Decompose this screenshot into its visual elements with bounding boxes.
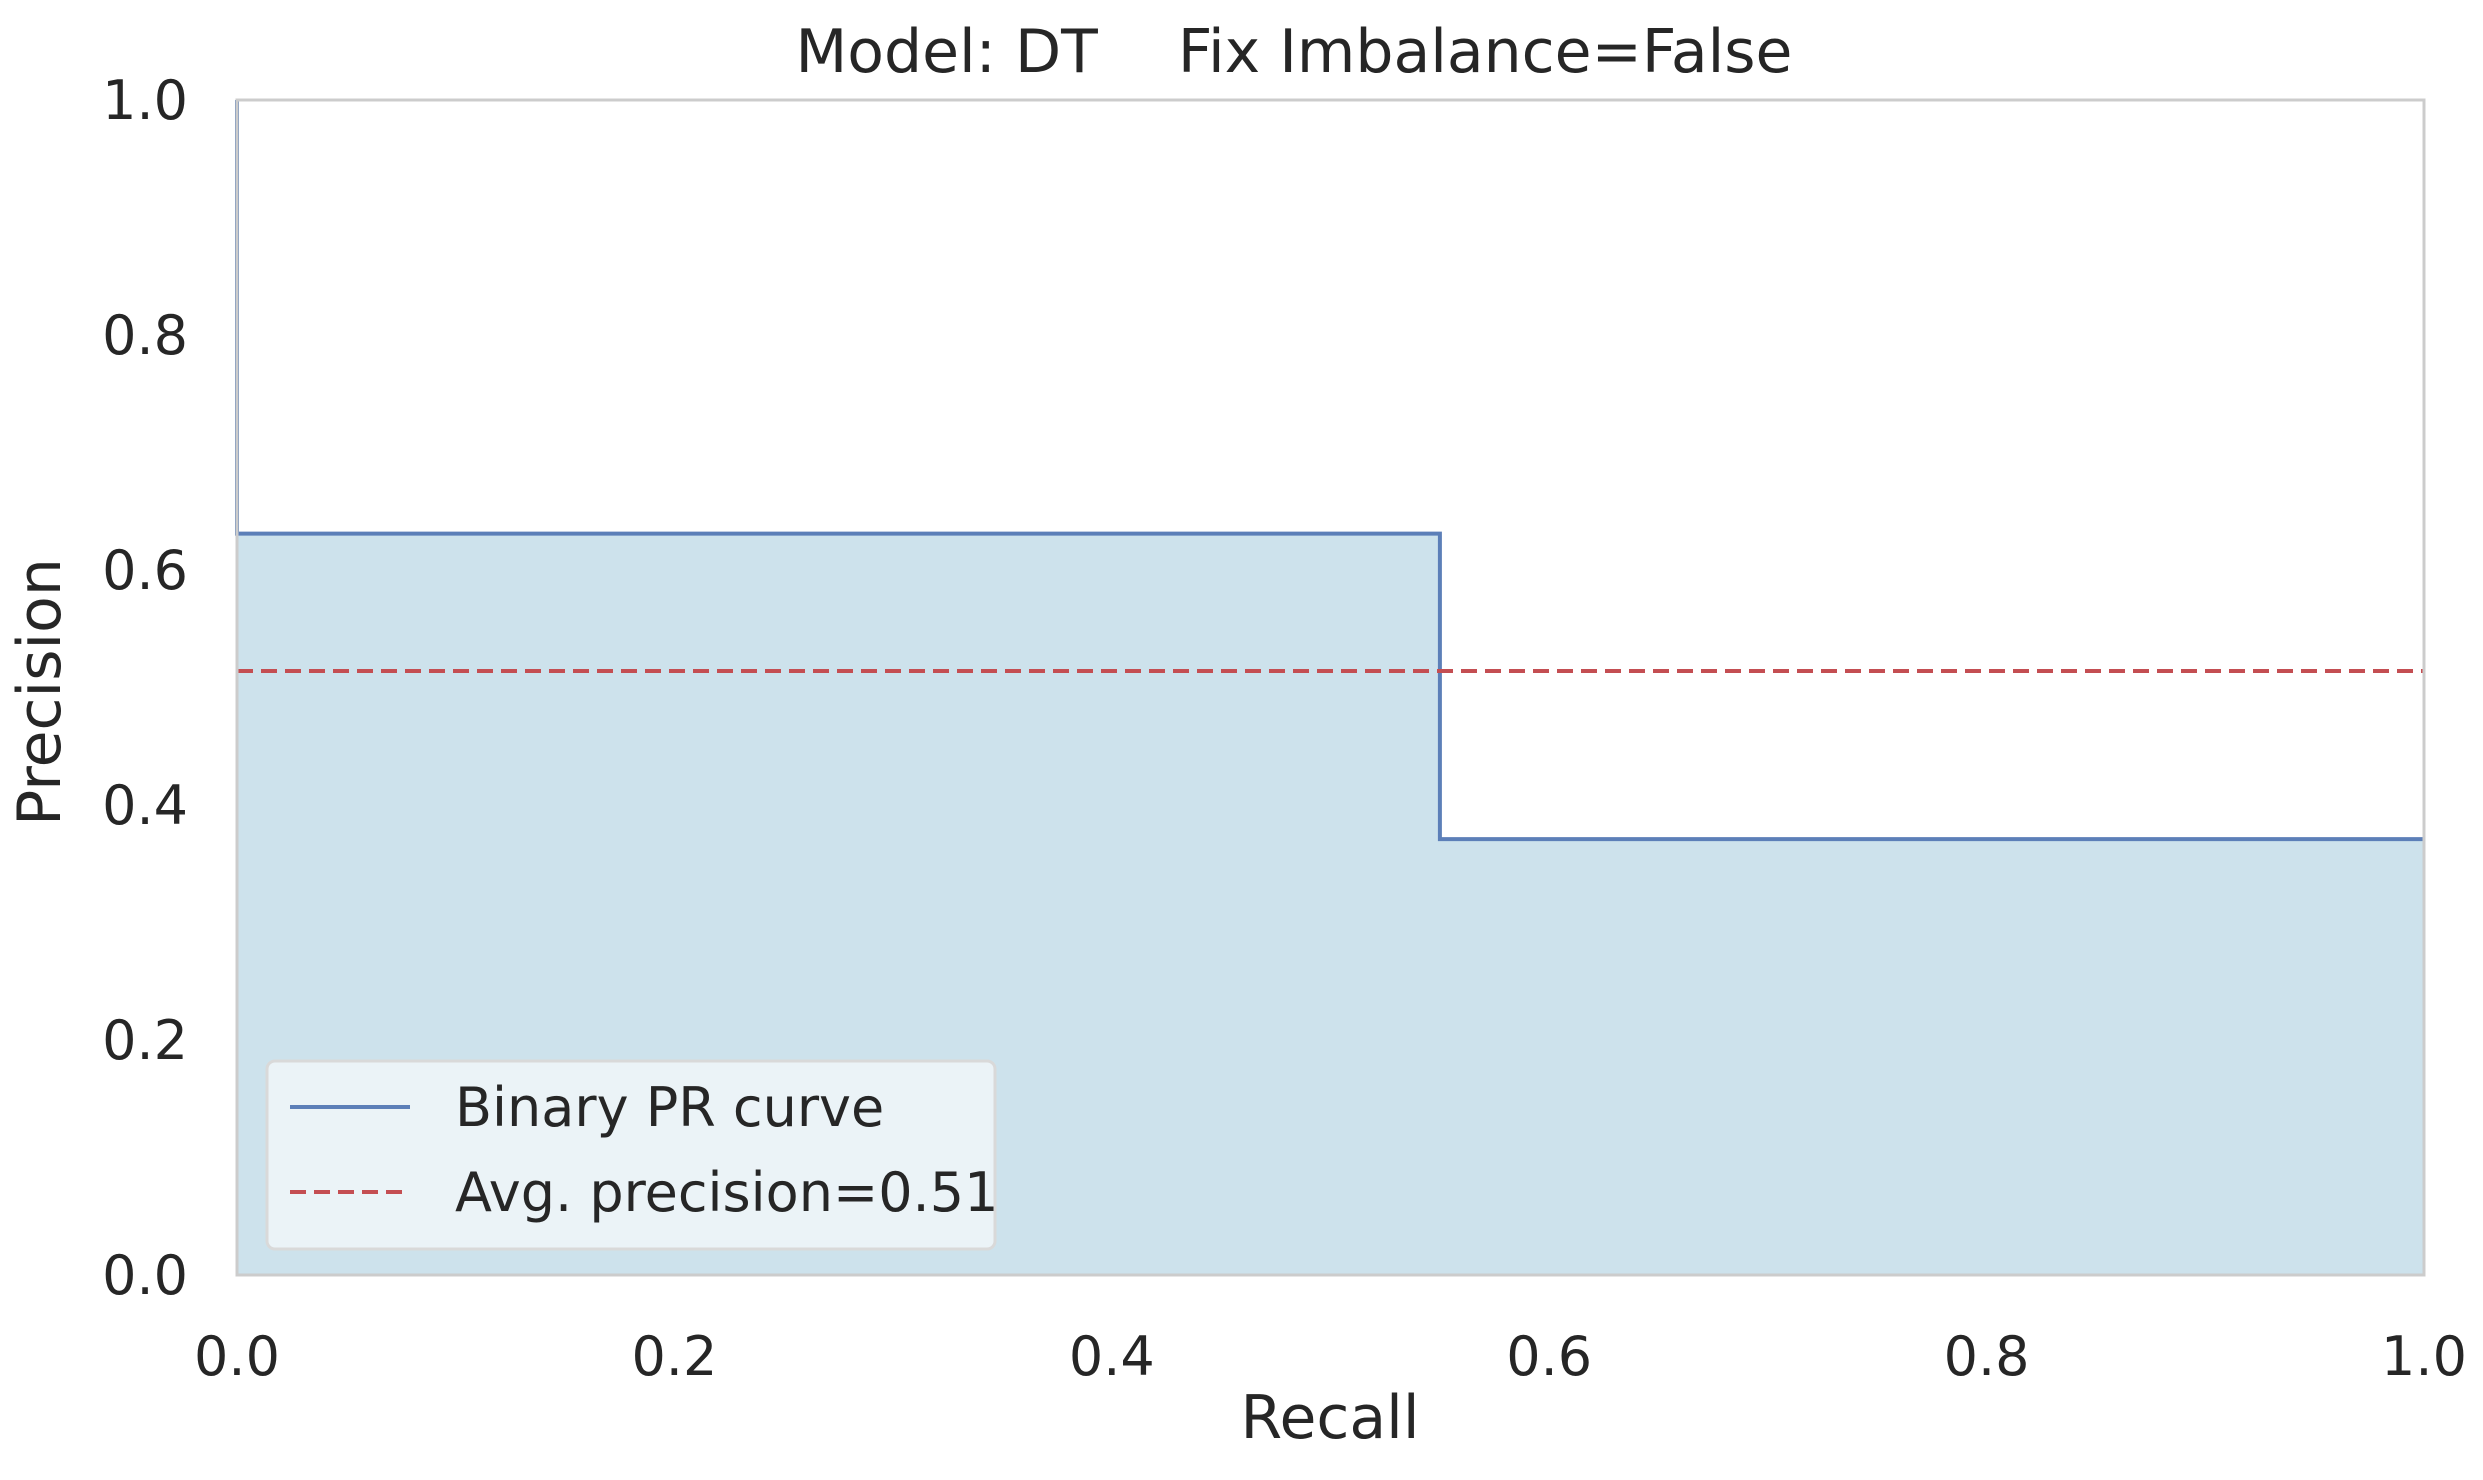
legend-box (265, 1059, 997, 1251)
legend: Binary PR curve Avg. precision=0.51 (265, 1059, 998, 1251)
x-tick-label: 1.0 (2381, 1325, 2467, 1388)
y-tick-label: 0.0 (102, 1244, 188, 1307)
x-tick-labels: 0.0 0.2 0.4 0.6 0.8 1.0 (194, 1325, 2467, 1388)
x-tick-label: 0.0 (194, 1325, 280, 1388)
axes-frame (235, 98, 2426, 1277)
legend-label-average-precision: Avg. precision=0.51 (455, 1161, 998, 1224)
chart-title: Model: DT Fix Imbalance=False (796, 17, 1793, 87)
y-tick-labels: 0.0 0.2 0.4 0.6 0.8 1.0 (102, 69, 188, 1307)
x-tick-label: 0.4 (1069, 1325, 1155, 1388)
y-tick-label: 0.8 (102, 304, 188, 367)
x-axis-label: Recall (1240, 1383, 1419, 1453)
y-axis-label: Precision (5, 558, 75, 826)
x-tick-label: 0.2 (631, 1325, 717, 1388)
y-tick-label: 0.2 (102, 1009, 188, 1072)
y-tick-label: 0.6 (102, 539, 188, 602)
x-tick-label: 0.6 (1506, 1325, 1592, 1388)
y-tick-label: 1.0 (102, 69, 188, 132)
chart-title-model: Model: DT (796, 17, 1099, 87)
x-tick-label: 0.8 (1944, 1325, 2030, 1388)
legend-label-pr-curve: Binary PR curve (455, 1076, 884, 1139)
y-tick-label: 0.4 (102, 774, 188, 837)
chart-title-setting: Fix Imbalance=False (1178, 17, 1793, 87)
